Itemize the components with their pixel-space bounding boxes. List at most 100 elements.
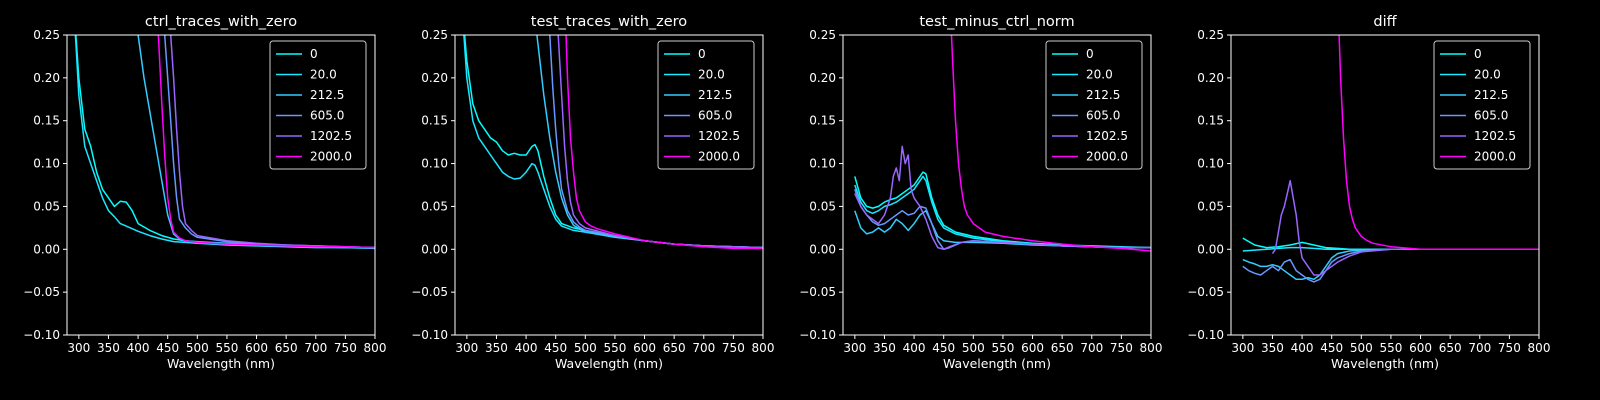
legend-box	[1433, 40, 1531, 170]
x-tick-label: 800	[364, 341, 387, 355]
x-tick-label: 700	[304, 341, 327, 355]
y-tick-label: 0.25	[1197, 28, 1224, 42]
plot-frame	[842, 34, 1152, 336]
y-tick-label: 0.20	[33, 71, 60, 85]
legend-label: 605.0	[1086, 109, 1120, 123]
legend: 0 20.0 212.5 605.0 1202.5 2000.0	[269, 40, 367, 170]
y-tick-label: 0.05	[421, 199, 448, 213]
x-tick-label: 300	[843, 341, 866, 355]
y-tick-label: 0.00	[809, 242, 836, 256]
x-tick-label: 800	[752, 341, 775, 355]
y-tick-label: 0.15	[809, 114, 836, 128]
y-tick-label: 0.15	[421, 114, 448, 128]
legend-label: 0	[698, 47, 706, 61]
legend-label: 2000.0	[310, 150, 352, 164]
legend-label: 2000.0	[1086, 150, 1128, 164]
x-tick-label: 450	[1320, 341, 1343, 355]
x-tick-label: 400	[1291, 341, 1314, 355]
x-tick-label: 500	[1350, 341, 1373, 355]
legend-label: 605.0	[698, 109, 732, 123]
series-line-0	[854, 171, 1151, 249]
x-tick-label: 750	[334, 341, 357, 355]
x-axis-label: Wavelength (nm)	[1331, 356, 1439, 371]
chart-title: diff	[1373, 14, 1397, 30]
x-tick-label: 500	[574, 341, 597, 355]
y-tick-label: −0.05	[23, 285, 60, 299]
legend-label: 1202.5	[1474, 129, 1516, 143]
legend-label: 20.0	[310, 68, 337, 82]
y-tick-label: −0.10	[23, 328, 60, 342]
legend-label: 212.5	[310, 88, 344, 102]
series-line-2000.0	[157, 35, 375, 249]
x-tick-label: 400	[127, 341, 150, 355]
x-tick-label: 550	[1379, 341, 1402, 355]
series-line-2000.0	[1338, 35, 1539, 251]
x-tick-label: 450	[932, 341, 955, 355]
legend-label: 212.5	[698, 88, 732, 102]
x-tick-label: 600	[245, 341, 268, 355]
x-tick-label: 300	[1231, 341, 1254, 355]
series-line-212.5	[1242, 248, 1539, 281]
y-tick-label: −0.05	[1187, 285, 1224, 299]
y-tick-label: 0.25	[809, 28, 836, 42]
legend-label: 2000.0	[698, 150, 740, 164]
series-line-1202.5	[169, 35, 375, 249]
y-tick-label: 0.05	[1197, 199, 1224, 213]
x-tick-label: 550	[215, 341, 238, 355]
x-tick-label: 550	[603, 341, 626, 355]
x-tick-label: 750	[1110, 341, 1133, 355]
legend-label: 212.5	[1086, 88, 1120, 102]
plot-frame	[1230, 34, 1540, 336]
x-tick-label: 700	[1468, 341, 1491, 355]
x-tick-label: 600	[633, 341, 656, 355]
x-axis-label: Wavelength (nm)	[943, 356, 1051, 371]
legend-box	[657, 40, 755, 170]
plot-frame	[66, 34, 376, 336]
legend-label: 1202.5	[310, 129, 352, 143]
series-line-2000.0	[565, 35, 763, 250]
x-tick-label: 500	[962, 341, 985, 355]
legend-label: 605.0	[1474, 109, 1508, 123]
y-tick-label: 0.20	[421, 71, 448, 85]
x-tick-label: 600	[1409, 341, 1432, 355]
x-tick-label: 650	[1051, 341, 1074, 355]
x-tick-label: 650	[663, 341, 686, 355]
x-tick-label: 500	[186, 341, 209, 355]
x-axis-label: Wavelength (nm)	[555, 356, 663, 371]
legend-label: 20.0	[1086, 68, 1113, 82]
x-tick-label: 650	[275, 341, 298, 355]
x-tick-label: 750	[1498, 341, 1521, 355]
x-tick-label: 750	[722, 341, 745, 355]
legend-box	[269, 40, 367, 170]
legend-box	[1045, 40, 1143, 170]
x-tick-label: 550	[991, 341, 1014, 355]
series-line-605.0	[1242, 248, 1539, 283]
x-tick-label: 400	[515, 341, 538, 355]
legend-label: 212.5	[1474, 88, 1508, 102]
x-tick-label: 400	[903, 341, 926, 355]
y-tick-label: 0.05	[33, 199, 60, 213]
chart-panel-4: diff 300 350 400 450 500 550 600 650 700 750 800 −0.…	[1187, 14, 1551, 371]
legend-label: 2000.0	[1474, 150, 1516, 164]
x-tick-label: 450	[156, 341, 179, 355]
x-tick-label: 350	[485, 341, 508, 355]
legend-label: 0	[310, 47, 318, 61]
y-tick-label: 0.20	[1197, 71, 1224, 85]
x-tick-label: 300	[455, 341, 478, 355]
series-group	[1242, 35, 1539, 283]
y-tick-label: 0.10	[1197, 157, 1224, 171]
chart-panel-2: test_traces_with_zero 300 350 400 450 500 550 6…	[411, 14, 775, 371]
y-tick-label: −0.10	[411, 328, 448, 342]
x-tick-label: 800	[1528, 341, 1551, 355]
x-tick-label: 350	[873, 341, 896, 355]
legend: 0 20.0 212.5 605.0 1202.5 2000.0	[1433, 40, 1531, 170]
chart-panel-1: ctrl_traces_with_zero 300 350 400 450 500 550 6…	[23, 14, 387, 371]
chart-title: test_traces_with_zero	[531, 14, 688, 30]
y-tick-label: 0.10	[809, 157, 836, 171]
series-line-1202.5	[1271, 179, 1539, 276]
x-tick-label: 800	[1140, 341, 1163, 355]
y-tick-label: 0.15	[1197, 114, 1224, 128]
y-tick-label: 0.00	[421, 242, 448, 256]
legend: 0 20.0 212.5 605.0 1202.5 2000.0	[1045, 40, 1143, 170]
